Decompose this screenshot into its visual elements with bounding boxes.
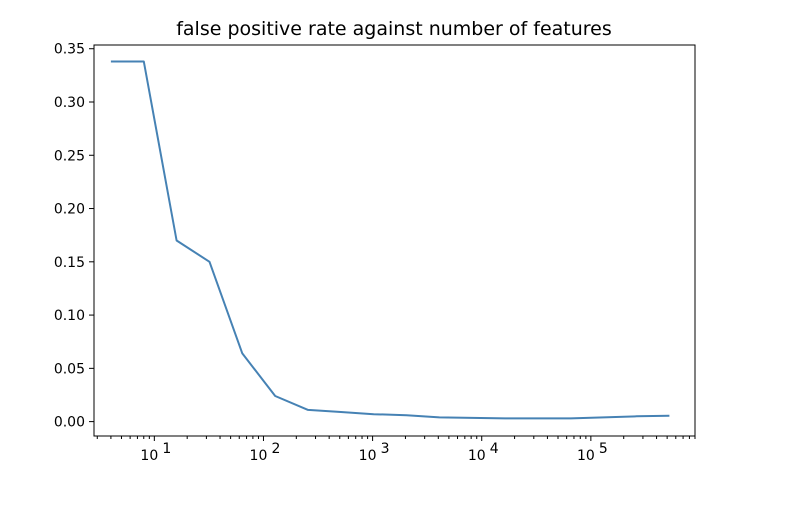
x-tick-label: 10 1 [140, 441, 171, 464]
x-tick-exponent: 2 [271, 441, 280, 457]
x-tick-label: 10 2 [250, 441, 281, 464]
x-tick-label: 10 5 [577, 441, 608, 464]
y-tick-label: 0.00 [54, 415, 85, 431]
x-tick-base: 10 [359, 448, 377, 464]
y-tick-label: 0.35 [54, 42, 85, 58]
x-tick-base: 10 [140, 448, 158, 464]
chart-title: false positive rate against number of fe… [176, 18, 612, 40]
x-tick-exponent: 4 [490, 441, 499, 457]
plot-series [110, 60, 670, 420]
y-tick-label: 0.20 [54, 202, 85, 218]
axes-frame [93, 44, 696, 437]
series-line [110, 60, 670, 420]
y-tick-label: 0.25 [54, 148, 85, 164]
x-tick-label: 10 4 [468, 441, 499, 464]
x-tick-exponent: 1 [162, 441, 171, 457]
x-tick-label: 10 3 [359, 441, 390, 464]
x-tick-base: 10 [577, 448, 595, 464]
x-tick-base: 10 [250, 448, 268, 464]
x-tick-exponent: 5 [599, 441, 608, 457]
y-tick-label: 0.30 [54, 95, 85, 111]
y-tick-label: 0.10 [54, 308, 85, 324]
y-tick-label: 0.05 [54, 361, 85, 377]
x-tick-base: 10 [468, 448, 486, 464]
y-tick-label: 0.15 [54, 255, 85, 271]
x-tick-exponent: 3 [381, 441, 390, 457]
